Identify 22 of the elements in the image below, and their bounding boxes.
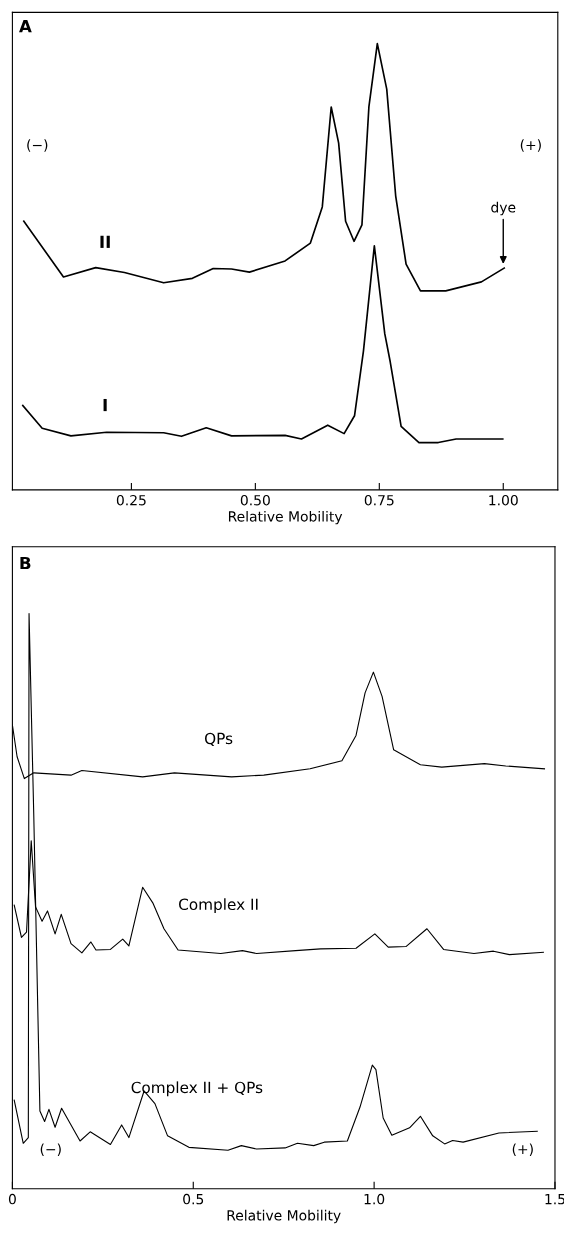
x-tick-label: 1.5 (545, 1194, 564, 1205)
chart-title: A (19, 20, 32, 33)
annotation: (+) (520, 139, 541, 152)
annotation: (+) (512, 1143, 533, 1156)
x-tick-label: 1.00 (489, 494, 518, 506)
annotation: (−) (40, 1143, 61, 1156)
annotation: dye (491, 201, 516, 216)
x-tick-label: 0.5 (183, 1193, 204, 1205)
x-tick-label: 0.25 (116, 494, 146, 506)
x-tick-label: 1.0 (364, 1193, 385, 1205)
x-axis-title: Relative Mobility (227, 1209, 341, 1224)
series-label: Complex II (179, 898, 258, 914)
x-tick-label: 0.75 (364, 494, 394, 506)
x-tick-label: 0.50 (240, 494, 270, 506)
x-axis-title: Relative Mobility (228, 510, 343, 525)
annotation: (−) (27, 139, 48, 152)
x-tick-label: 0 (8, 1193, 16, 1205)
series-label: Complex II + QPs (131, 1081, 263, 1097)
series-label: I (103, 398, 107, 412)
series-label: II (100, 235, 110, 248)
chart-title: B (20, 556, 31, 570)
series-label: QPs (204, 732, 233, 746)
